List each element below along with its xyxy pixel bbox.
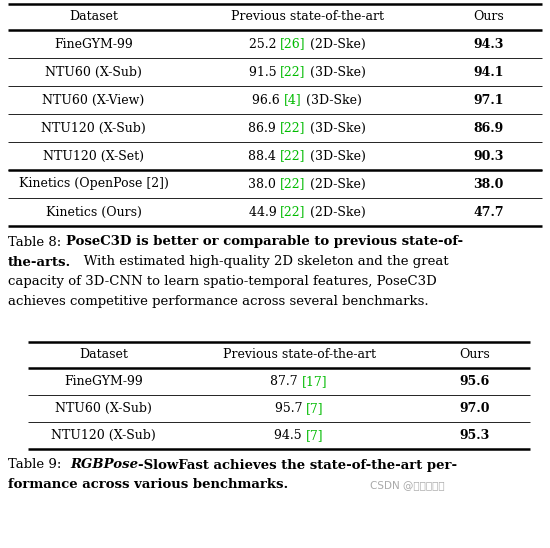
- Text: 95.6: 95.6: [460, 375, 490, 388]
- Text: achieves competitive performance across several benchmarks.: achieves competitive performance across …: [8, 295, 428, 309]
- Text: NTU60 (X-Sub): NTU60 (X-Sub): [45, 66, 142, 78]
- Text: 94.5: 94.5: [274, 429, 306, 442]
- Text: Kinetics (Ours): Kinetics (Ours): [46, 206, 141, 219]
- Text: Kinetics (OpenPose [2]): Kinetics (OpenPose [2]): [19, 178, 168, 191]
- Text: 97.1: 97.1: [474, 94, 504, 106]
- Text: -SlowFast achieves the state-of-the-art per-: -SlowFast achieves the state-of-the-art …: [138, 459, 457, 471]
- Text: 88.4: 88.4: [249, 150, 280, 163]
- Text: NTU120 (X-Sub): NTU120 (X-Sub): [51, 429, 156, 442]
- Text: [4]: [4]: [284, 94, 302, 106]
- Text: Previous state-of-the-art: Previous state-of-the-art: [223, 349, 376, 362]
- Text: 91.5: 91.5: [249, 66, 280, 78]
- Text: [26]: [26]: [280, 37, 306, 50]
- Text: the-arts.: the-arts.: [8, 255, 72, 269]
- Text: 38.0: 38.0: [474, 178, 504, 191]
- Text: Ours: Ours: [459, 349, 490, 362]
- Text: 95.3: 95.3: [460, 429, 490, 442]
- Text: (3D-Ske): (3D-Ske): [306, 122, 366, 134]
- Text: (2D-Ske): (2D-Ske): [306, 206, 366, 219]
- Text: RGBPose: RGBPose: [70, 459, 138, 471]
- Text: With estimated high-quality 2D skeleton and the great: With estimated high-quality 2D skeleton …: [72, 255, 449, 269]
- Text: CSDN @盖盖的博客: CSDN @盖盖的博客: [370, 480, 444, 490]
- Text: Dataset: Dataset: [79, 349, 128, 362]
- Text: [22]: [22]: [280, 122, 306, 134]
- Text: 97.0: 97.0: [460, 402, 490, 415]
- Text: (3D-Ske): (3D-Ske): [306, 150, 366, 163]
- Text: FineGYM-99: FineGYM-99: [54, 37, 133, 50]
- Text: [22]: [22]: [280, 206, 306, 219]
- Text: Dataset: Dataset: [69, 10, 118, 24]
- Text: NTU120 (X-Set): NTU120 (X-Set): [43, 150, 144, 163]
- Text: 86.9: 86.9: [249, 122, 280, 134]
- Text: Table 9:: Table 9:: [8, 459, 70, 471]
- Text: formance across various benchmarks.: formance across various benchmarks.: [8, 478, 288, 492]
- Text: NTU60 (X-Sub): NTU60 (X-Sub): [55, 402, 152, 415]
- Text: 96.6: 96.6: [252, 94, 284, 106]
- Text: PoseC3D is better or comparable to previous state-of-: PoseC3D is better or comparable to previ…: [65, 236, 463, 248]
- Text: [17]: [17]: [302, 375, 328, 388]
- Text: [22]: [22]: [280, 66, 306, 78]
- Text: (3D-Ske): (3D-Ske): [302, 94, 362, 106]
- Text: NTU120 (X-Sub): NTU120 (X-Sub): [41, 122, 146, 134]
- Text: 38.0: 38.0: [249, 178, 280, 191]
- Text: (2D-Ske): (2D-Ske): [306, 178, 366, 191]
- Text: capacity of 3D-CNN to learn spatio-temporal features, PoseC3D: capacity of 3D-CNN to learn spatio-tempo…: [8, 276, 437, 288]
- Text: 94.1: 94.1: [474, 66, 504, 78]
- Text: [22]: [22]: [280, 150, 306, 163]
- Text: [7]: [7]: [306, 402, 323, 415]
- Text: 94.3: 94.3: [474, 37, 504, 50]
- Text: Previous state-of-the-art: Previous state-of-the-art: [230, 10, 383, 24]
- Text: [7]: [7]: [306, 429, 324, 442]
- Text: 87.7: 87.7: [271, 375, 302, 388]
- Text: 86.9: 86.9: [474, 122, 504, 134]
- Text: (2D-Ske): (2D-Ske): [306, 37, 366, 50]
- Text: 44.9: 44.9: [249, 206, 280, 219]
- Text: 47.7: 47.7: [474, 206, 504, 219]
- Text: 95.7: 95.7: [274, 402, 306, 415]
- Text: 25.2: 25.2: [249, 37, 280, 50]
- Text: Table 8:: Table 8:: [8, 236, 65, 248]
- Text: 90.3: 90.3: [474, 150, 504, 163]
- Text: FineGYM-99: FineGYM-99: [64, 375, 142, 388]
- Text: NTU60 (X-View): NTU60 (X-View): [42, 94, 145, 106]
- Text: [22]: [22]: [280, 178, 306, 191]
- Text: (3D-Ske): (3D-Ske): [306, 66, 366, 78]
- Text: Ours: Ours: [473, 10, 504, 24]
